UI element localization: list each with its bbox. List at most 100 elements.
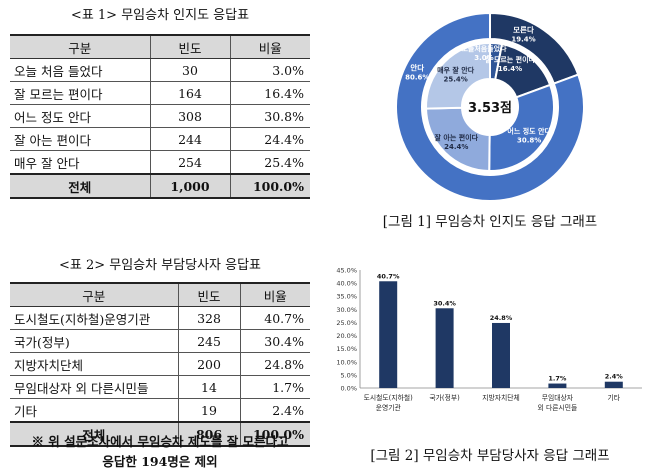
table2-caption: <표 2> 무임승차 부담당사자 응답표: [58, 258, 262, 273]
total-label: 전체: [10, 421, 178, 447]
outer-ring-slice-1: [395, 11, 585, 202]
table2-header-ratio: 비율: [239, 282, 310, 307]
row-frequency: 14: [177, 375, 240, 399]
table-row: 오늘 처음 들었다 30 3.0%: [10, 58, 310, 82]
row-ratio: 24.8%: [239, 352, 310, 376]
bar-data-label: 30.4%: [433, 299, 456, 307]
outer-slice-value: 19.4%: [511, 35, 535, 43]
figure2-caption: [그림 2] 무임승차 부담당사자 응답 그래프: [370, 448, 610, 464]
y-tick-label: 35.0%: [336, 293, 357, 301]
row-frequency: 164: [149, 81, 230, 105]
row-ratio: 3.0%: [229, 58, 310, 82]
table-total-row: 전체 806 100.0%: [10, 421, 310, 447]
bar: [379, 281, 398, 388]
total-label: 전체: [10, 173, 150, 199]
row-frequency: 30: [149, 58, 230, 82]
figure1-caption: [그림 1] 무임승차 인지도 응답 그래프: [382, 214, 598, 230]
center-score: 3.53점: [468, 101, 512, 116]
row-label: 도시철도(지하철)운영기관: [10, 306, 178, 330]
table-row: 지방자치단체 200 24.8%: [10, 352, 310, 376]
table1-header-ratio: 비율: [229, 34, 310, 59]
inner-slice-label: 오늘처음들었다: [461, 44, 507, 53]
x-category-label: 기타: [608, 393, 621, 402]
row-label: 매우 잘 안다: [10, 150, 150, 175]
table-row: 어느 정도 안다 308 30.8%: [10, 104, 310, 128]
y-tick-label: 20.0%: [336, 332, 357, 340]
inner-slice-value: 3.0%: [474, 54, 493, 62]
y-tick-label: 30.0%: [336, 306, 357, 314]
row-ratio: 2.4%: [239, 398, 310, 423]
row-frequency: 244: [149, 127, 230, 151]
inner-slice-label: 어느 정도 안다: [507, 127, 551, 136]
row-frequency: 200: [177, 352, 240, 376]
outer-slice-label: 모른다: [513, 24, 534, 34]
x-category-label: 도시철도(지하철): [364, 393, 413, 402]
bar: [492, 322, 510, 388]
bar-data-label: 40.7%: [377, 272, 400, 280]
table-row: 무임대상자 외 다른시민들 14 1.7%: [10, 375, 310, 399]
table1-header-category: 구분: [10, 34, 150, 59]
bar: [435, 308, 454, 388]
row-ratio: 24.4%: [229, 127, 310, 151]
y-tick-label: 45.0%: [336, 267, 357, 275]
row-frequency: 328: [177, 306, 240, 330]
bar-data-label: 24.8%: [490, 314, 513, 322]
table-row: 도시철도(지하철)운영기관 328 40.7%: [10, 306, 310, 330]
table2-header-category: 구분: [10, 282, 178, 307]
row-ratio: 25.4%: [229, 150, 310, 175]
bar-data-label: 1.7%: [548, 375, 567, 383]
x-category-label: 무임대상자: [542, 393, 574, 402]
table2-header-frequency: 빈도: [177, 282, 240, 307]
table-row: 잘 모르는 편이다 164 16.4%: [10, 81, 310, 105]
row-ratio: 16.4%: [229, 81, 310, 105]
bar: [548, 383, 567, 388]
inner-ring-slice-4: [425, 41, 491, 110]
total-frequency: 806: [177, 421, 240, 447]
table2-note-line2: 응답한 194명은 제외: [102, 454, 218, 469]
row-frequency: 245: [177, 329, 240, 353]
row-frequency: 254: [149, 150, 230, 175]
row-label: 지방자치단체: [10, 352, 178, 376]
row-frequency: 19: [177, 398, 240, 423]
table2-note-line1: ※ 위 설문조사에서 무임승차 제도를 잘 모른다고: [31, 434, 289, 449]
inner-slice-value: 24.4%: [444, 143, 468, 151]
bar-data-label: 2.4%: [605, 373, 624, 381]
total-ratio: 100.0%: [229, 173, 310, 199]
inner-slice-value: 16.4%: [498, 65, 522, 73]
table-total-row: 전체 1,000 100.0%: [10, 173, 310, 199]
row-label: 잘 모르는 편이다: [10, 81, 150, 105]
row-label: 어느 정도 안다: [10, 104, 150, 128]
inner-slice-label: 잘 아는 편이다: [435, 133, 479, 142]
table2-note: ※ 위 설문조사에서 무임승차 제도를 잘 모른다고 응답한 194명은 제외: [10, 432, 310, 472]
table2: 구분 빈도 비율 도시철도(지하철)운영기관 328 40.7% 국가(정부) 245 3…: [10, 282, 310, 447]
row-label: 무임대상자 외 다른시민들: [10, 375, 178, 399]
table-row: 국가(정부) 245 30.4%: [10, 329, 310, 353]
table1: 구분 빈도 비율 오늘 처음 들었다 30 3.0% 잘 모르는 편이다 164 16.4…: [10, 34, 310, 199]
inner-ring-slice-3: [424, 106, 491, 173]
bar: [604, 381, 623, 388]
outer-slice-label: 안다: [410, 62, 424, 72]
y-tick-label: 5.0%: [340, 371, 357, 379]
table1-caption: <표 1> 무임승차 인지도 응답표: [70, 8, 250, 23]
row-ratio: 40.7%: [239, 306, 310, 330]
y-tick-label: 10.0%: [336, 358, 357, 366]
y-tick-label: 15.0%: [336, 345, 357, 353]
inner-ring-slice-2: [488, 83, 555, 172]
x-category-label: 국가(정부): [429, 393, 460, 402]
inner-slice-value: 25.4%: [443, 75, 467, 83]
total-frequency: 1,000: [149, 173, 230, 199]
x-category-label: 운영기관: [376, 403, 401, 412]
row-ratio: 1.7%: [239, 375, 310, 399]
table-row: 잘 아는 편이다 244 24.4%: [10, 127, 310, 151]
burden-bar-chart: 0.0% 5.0% 10.0% 15.0% 20.0% 25.0% 30.0% 35.0% 40…: [336, 267, 642, 412]
row-ratio: 30.8%: [229, 104, 310, 128]
y-tick-label: 40.0%: [336, 280, 357, 288]
row-label: 기타: [10, 398, 178, 423]
table-row: 기타 19 2.4%: [10, 398, 310, 423]
x-category-label: 지방자치단체: [482, 393, 520, 402]
row-frequency: 308: [149, 104, 230, 128]
inner-slice-value: 30.8%: [517, 137, 541, 145]
inner-slice-label: 매우 잘 안다: [437, 65, 475, 74]
total-ratio: 100.0%: [239, 421, 310, 447]
